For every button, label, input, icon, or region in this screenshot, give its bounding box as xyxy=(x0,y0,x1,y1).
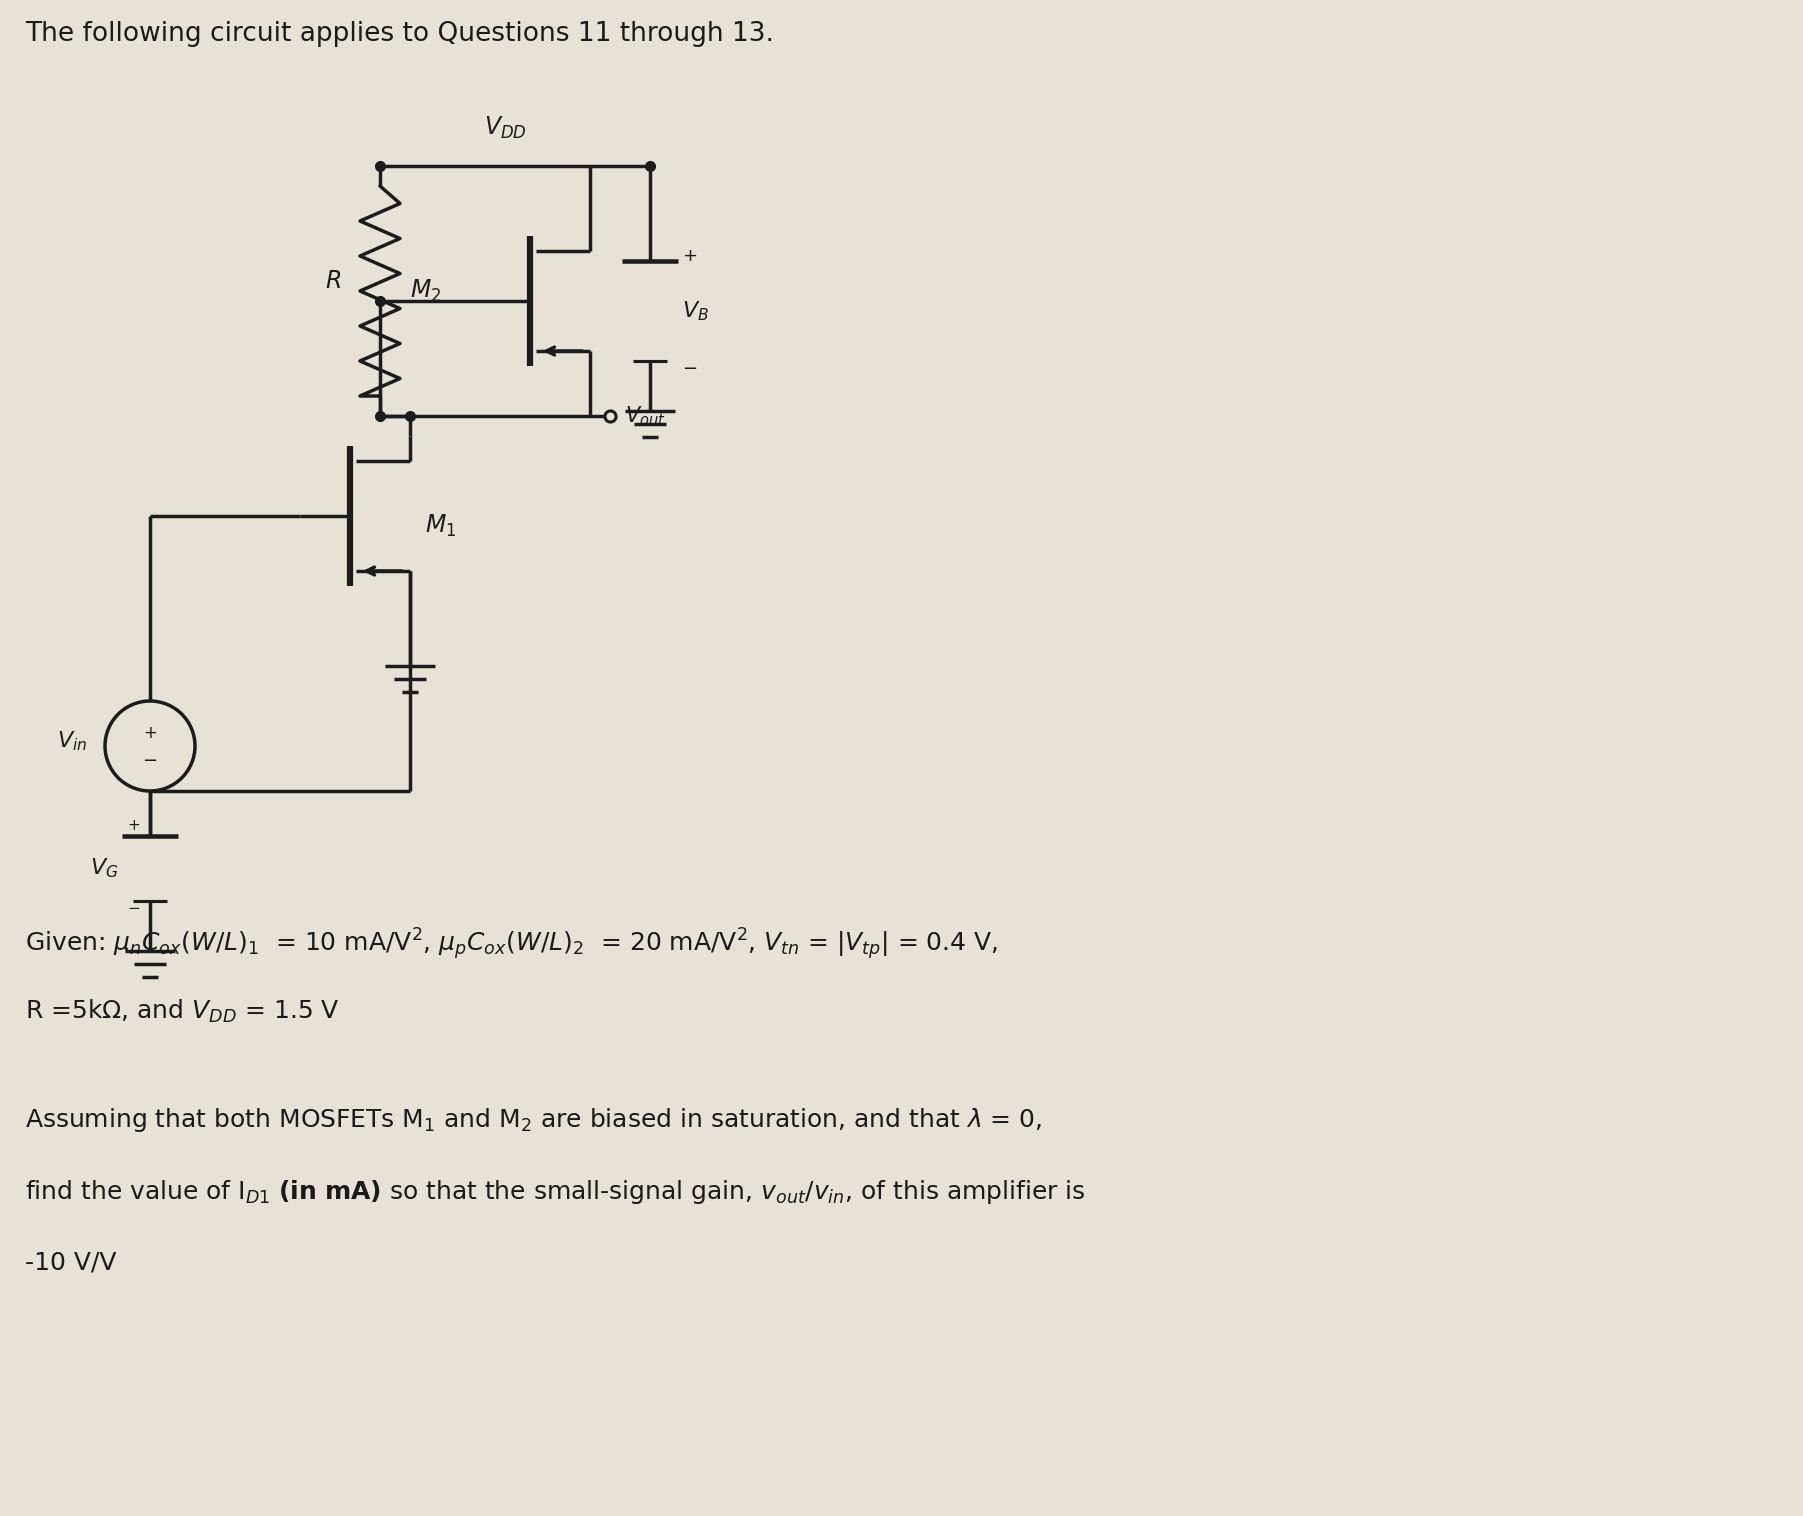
Text: R: R xyxy=(326,268,343,293)
Text: -10 V/V: -10 V/V xyxy=(25,1251,117,1273)
Text: find the value of I$_{D1}$ $\mathbf{(in\ mA)}$ so that the small-signal gain, $v: find the value of I$_{D1}$ $\mathbf{(in\… xyxy=(25,1178,1085,1207)
Text: $V_B$: $V_B$ xyxy=(682,299,709,323)
Text: −: − xyxy=(682,359,698,377)
Text: Given: $\mu_n C_{ox}(W/L)_1$  = 10 mA/V$^2$, $\mu_p C_{ox}(W/L)_2$  = 20 mA/V$^2: Given: $\mu_n C_{ox}(W/L)_1$ = 10 mA/V$^… xyxy=(25,926,999,961)
Text: +: + xyxy=(682,247,698,265)
Text: Assuming that both MOSFETs M$_1$ and M$_2$ are biased in saturation, and that $\: Assuming that both MOSFETs M$_1$ and M$_… xyxy=(25,1107,1042,1134)
Text: The following circuit applies to Questions 11 through 13.: The following circuit applies to Questio… xyxy=(25,21,773,47)
Text: $V_{in}$: $V_{in}$ xyxy=(56,729,87,753)
Text: $V_G$: $V_G$ xyxy=(90,857,117,881)
Text: $V_{out}$: $V_{out}$ xyxy=(626,405,665,428)
Text: −: − xyxy=(142,752,157,770)
Text: $V_{DD}$: $V_{DD}$ xyxy=(483,115,526,141)
Text: −: − xyxy=(128,902,141,917)
Text: $M_1$: $M_1$ xyxy=(426,512,456,540)
Text: R =5k$\Omega$, and $V_{DD}$ = 1.5 V: R =5k$\Omega$, and $V_{DD}$ = 1.5 V xyxy=(25,998,339,1025)
Text: +: + xyxy=(128,819,141,834)
Text: +: + xyxy=(142,725,157,741)
Text: $M_2$: $M_2$ xyxy=(409,277,442,305)
